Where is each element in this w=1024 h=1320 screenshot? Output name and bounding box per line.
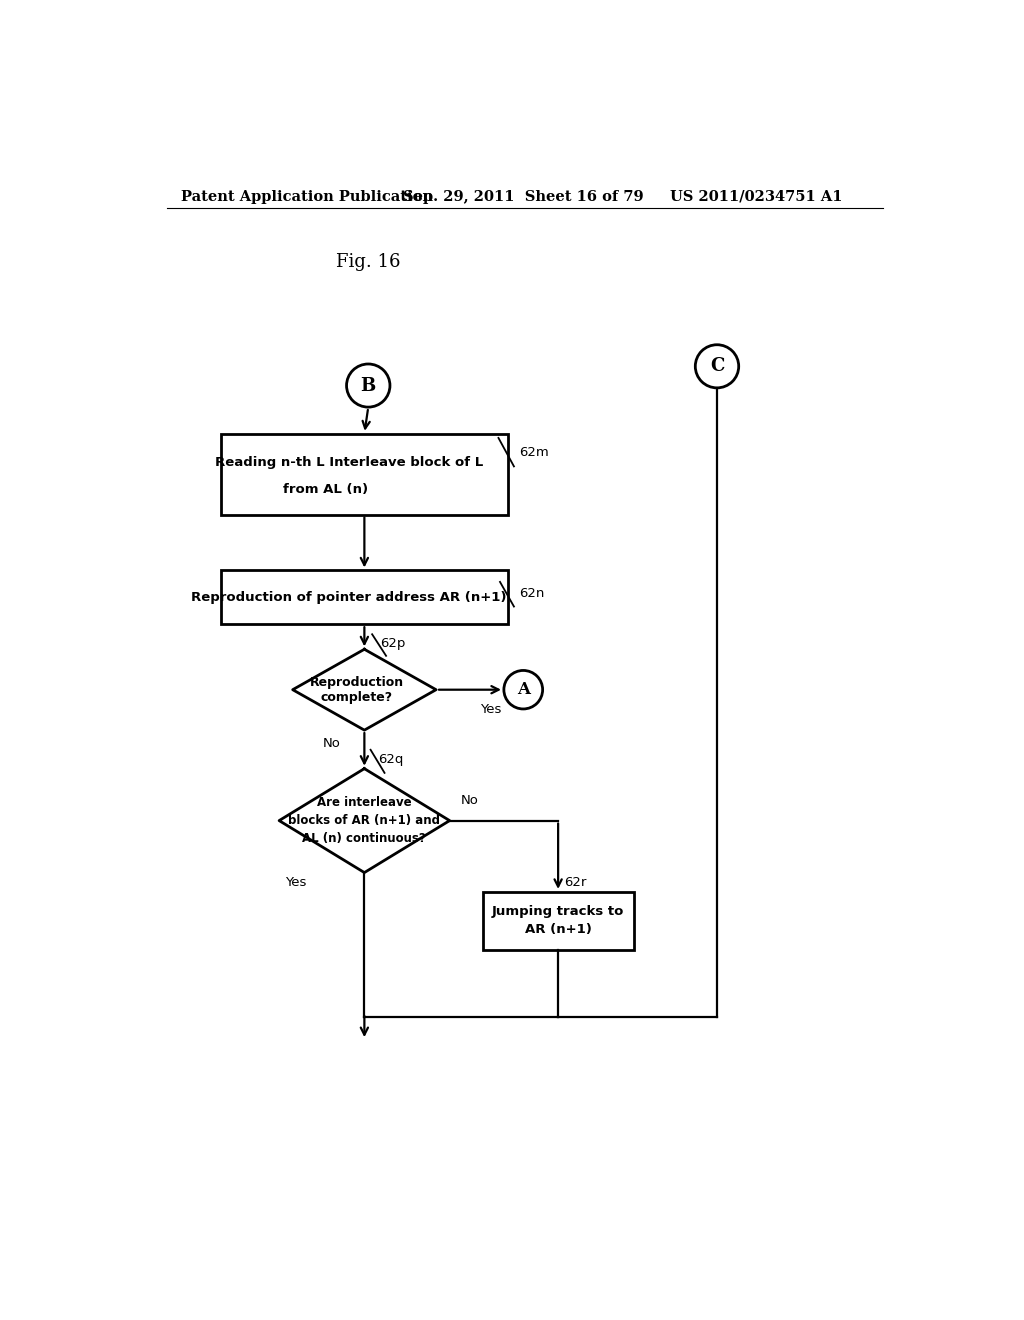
Text: Yes: Yes: [286, 876, 307, 890]
Text: Fig. 16: Fig. 16: [336, 253, 400, 272]
Text: A: A: [517, 681, 529, 698]
Text: 62r: 62r: [564, 875, 587, 888]
Text: C: C: [710, 358, 724, 375]
Text: Reproduction
complete?: Reproduction complete?: [309, 676, 403, 704]
Text: 62n: 62n: [519, 587, 545, 601]
Text: Reading n-th L Interleave block of L: Reading n-th L Interleave block of L: [215, 455, 483, 469]
Circle shape: [346, 364, 390, 407]
Text: No: No: [323, 737, 341, 750]
Text: Patent Application Publication: Patent Application Publication: [180, 190, 433, 203]
Text: Yes: Yes: [480, 702, 502, 715]
Text: from AL (n): from AL (n): [283, 483, 369, 496]
Text: Reproduction of pointer address AR (n+1): Reproduction of pointer address AR (n+1): [191, 591, 507, 603]
Text: No: No: [461, 793, 479, 807]
Bar: [221, 570, 508, 624]
Text: B: B: [360, 376, 376, 395]
Text: US 2011/0234751 A1: US 2011/0234751 A1: [671, 190, 843, 203]
Bar: [221, 434, 508, 515]
Text: Are interleave
blocks of AR (n+1) and
AL (n) continuous?: Are interleave blocks of AR (n+1) and AL…: [289, 796, 440, 845]
Circle shape: [695, 345, 738, 388]
Text: Jumping tracks to
AR (n+1): Jumping tracks to AR (n+1): [492, 906, 625, 936]
Text: 62m: 62m: [519, 446, 549, 459]
Text: 62p: 62p: [380, 638, 406, 649]
Text: 62q: 62q: [378, 752, 403, 766]
Text: Sep. 29, 2011  Sheet 16 of 79: Sep. 29, 2011 Sheet 16 of 79: [403, 190, 644, 203]
Bar: [482, 892, 634, 949]
Circle shape: [504, 671, 543, 709]
